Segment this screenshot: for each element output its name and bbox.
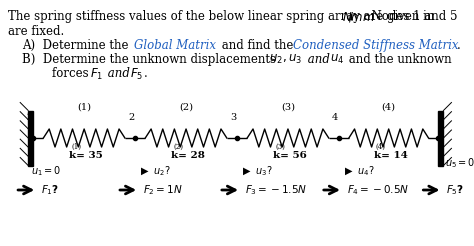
Text: (3): (3): [275, 143, 285, 151]
Text: $\blacktriangleright$ $u_3$?: $\blacktriangleright$ $u_3$?: [241, 164, 273, 178]
Text: k= 56: k= 56: [273, 152, 307, 160]
Text: $\blacktriangleright$ $u_2$?: $\blacktriangleright$ $u_2$?: [139, 164, 171, 178]
Text: (2): (2): [173, 143, 183, 151]
Text: Global Matrix: Global Matrix: [134, 39, 216, 52]
Text: Condensed Stiffness Matrix: Condensed Stiffness Matrix: [293, 39, 458, 52]
Text: (4): (4): [376, 143, 386, 151]
Text: $u_5=0$: $u_5=0$: [446, 156, 474, 170]
Bar: [438, 110, 444, 166]
Text: $F_1$?: $F_1$?: [41, 183, 59, 197]
Text: 1: 1: [26, 113, 32, 122]
Text: 2: 2: [128, 113, 134, 122]
Text: $N\!/\!mm$: $N\!/\!mm$: [342, 10, 375, 24]
Text: $u_2, u_3$: $u_2, u_3$: [269, 53, 302, 66]
Text: k= 35: k= 35: [70, 152, 103, 160]
Text: 4: 4: [332, 113, 338, 122]
Text: $\blacktriangleright$ $u_4$?: $\blacktriangleright$ $u_4$?: [343, 164, 374, 178]
Text: 3: 3: [230, 113, 236, 122]
Text: (1): (1): [77, 103, 91, 112]
Text: and the unknown: and the unknown: [345, 53, 452, 66]
Text: and find the: and find the: [218, 39, 297, 52]
Bar: [28, 110, 33, 166]
Text: (4): (4): [382, 103, 396, 112]
Text: (3): (3): [281, 103, 295, 112]
Text: are fixed.: are fixed.: [8, 25, 64, 38]
Text: and: and: [104, 67, 134, 80]
Text: and: and: [304, 53, 334, 66]
Text: B)  Determine the unknown displacements: B) Determine the unknown displacements: [22, 53, 280, 66]
Text: $u_1=0$: $u_1=0$: [31, 164, 62, 178]
Text: The spring stiffness values of the below linear spring array are given in: The spring stiffness values of the below…: [8, 10, 438, 23]
Text: (2): (2): [179, 103, 193, 112]
Text: $F_1$: $F_1$: [90, 67, 103, 82]
Text: $F_5$?: $F_5$?: [447, 183, 465, 197]
Text: $F_5$: $F_5$: [130, 67, 143, 82]
Text: k= 14: k= 14: [374, 152, 408, 160]
Text: A)  Determine the: A) Determine the: [22, 39, 132, 52]
Text: k= 28: k= 28: [171, 152, 205, 160]
Text: .: .: [457, 39, 461, 52]
Text: $u_4$: $u_4$: [330, 53, 344, 66]
Text: 5: 5: [438, 113, 444, 122]
Text: $F_2=1N$: $F_2=1N$: [143, 183, 183, 197]
Text: .: .: [144, 67, 148, 80]
Text: $F_3=-1.5N$: $F_3=-1.5N$: [245, 183, 307, 197]
Text: (1): (1): [72, 143, 82, 151]
Text: $F_4=-0.5N$: $F_4=-0.5N$: [347, 183, 409, 197]
Text: . Nodes 1 and 5: . Nodes 1 and 5: [364, 10, 457, 23]
Text: forces: forces: [52, 67, 92, 80]
